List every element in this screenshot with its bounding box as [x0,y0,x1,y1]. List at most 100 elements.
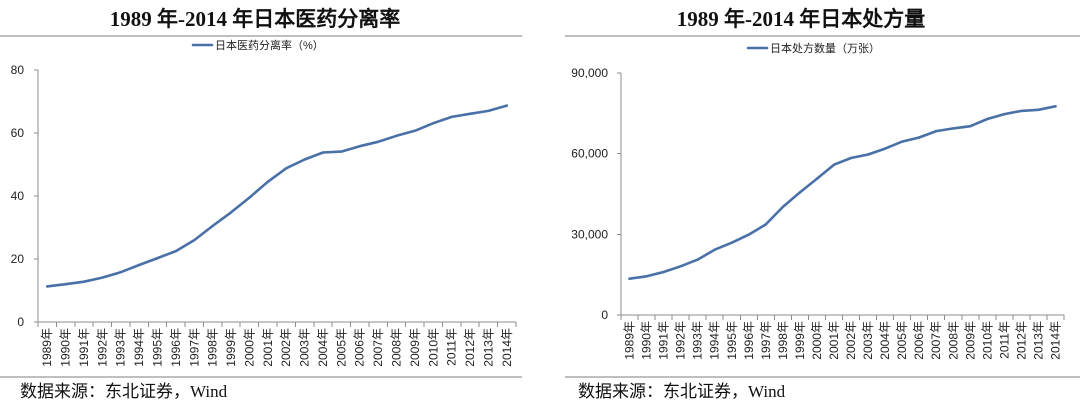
data-point [340,150,343,153]
x-tick-label: 2008年 [946,321,960,360]
x-tick-label: 2001年 [827,321,841,360]
x-tick-label: 1989年 [40,328,54,367]
x-tick-label: 2000年 [242,328,256,367]
y-tick-label: 60,000 [571,147,608,161]
data-point [1020,109,1023,113]
data-point [696,258,699,261]
data-point [432,122,435,125]
x-tick-label: 2009年 [963,321,977,360]
y-tick-label: 60 [11,126,25,140]
data-point [266,180,269,183]
data-point [645,275,648,278]
x-tick-label: 2012年 [463,328,477,367]
data-point [764,223,767,226]
x-tick-label: 1997年 [187,328,201,367]
x-tick-label: 1995年 [151,328,165,367]
data-point [137,263,141,267]
data-point [866,153,870,156]
y-tick-label: 0 [601,308,608,322]
data-point [662,270,665,274]
x-tick-label: 2007年 [371,328,385,367]
legend: 日本医药分离率（%） [191,38,324,52]
x-tick-label: 1993年 [691,321,705,360]
x-tick-label: 2005年 [895,321,909,360]
x-tick-label: 1998年 [206,328,220,367]
x-tick-label: 2010年 [980,321,994,360]
legend: 日本处方数量（万张） [746,41,880,55]
data-point [229,211,233,214]
x-tick-label: 2013年 [1031,321,1045,360]
x-tick-label: 1996年 [742,321,756,360]
data-point [918,136,921,139]
x-tick-label: 2000年 [810,321,824,360]
legend-label: 日本医药分离率（%） [215,38,324,52]
data-point [487,109,490,113]
data-point [376,140,380,143]
x-tick-label: 1999年 [793,321,807,360]
x-tick-label: 1996年 [169,328,183,367]
chart-title: 1989 年-2014 年日本医药分离率 [110,7,401,31]
data-point [713,248,716,251]
x-tick-label: 2004年 [316,328,330,367]
data-point [211,224,214,228]
y-tick-label: 40 [11,189,25,203]
data-point [1054,105,1057,108]
x-tick-label: 1994年 [132,328,146,367]
y-tick-label: 20 [11,252,25,266]
x-tick-label: 2002年 [279,328,293,367]
x-tick-label: 2004年 [878,321,892,360]
x-tick-label: 1990年 [640,321,654,360]
data-point [82,280,86,283]
source-note: 数据来源：东北证券，Wind [20,382,228,401]
chart-prescription-volume: 1989 年-2014 年日本处方量 日本处方数量（万张） 0 30,000 60,… [565,7,1080,401]
x-tick-label: 1997年 [759,321,773,360]
x-tick-label: 2003年 [861,321,875,360]
y-tick-label: 0 [17,315,24,329]
x-tick-label: 1998年 [776,321,790,360]
y-tick-label: 30,000 [571,227,608,241]
source-note: 数据来源：东北证券，Wind [578,382,786,401]
x-tick-label: 1992年 [95,328,109,367]
x-tick-label: 2014年 [1049,321,1063,360]
data-point [969,125,972,128]
data-point [46,285,49,288]
data-point [1003,112,1006,116]
data-point [193,238,196,242]
x-tick-label: 2011年 [997,321,1011,359]
data-point [174,249,178,253]
x-tick-label: 1989年 [623,321,637,360]
data-point [321,151,325,154]
chart-title: 1989 年-2014 年日本处方量 [677,7,926,31]
data-point [900,140,904,143]
data-point [303,158,306,161]
x-tick-label: 2013年 [481,328,495,367]
x-tick-label: 2001年 [261,328,275,367]
data-point [986,117,989,121]
data-point [248,196,251,199]
plot-area: 0 20 40 60 80 1989年 1990年 1991年 1992年 1993年 1994年 1… [11,63,517,367]
data-point [285,167,288,170]
data-point [358,145,361,148]
x-tick-label: 2010年 [426,328,440,367]
x-tick-label: 1993年 [114,328,128,367]
data-point [781,205,785,209]
x-tick-label: 1991年 [77,328,91,367]
x-tick-label: 1995年 [725,321,739,360]
data-point [395,134,398,137]
x-tick-label: 2003年 [298,328,312,367]
y-tick-label: 80 [11,63,25,77]
x-tick-label: 2005年 [334,328,348,367]
x-tick-label: 2014年 [500,328,514,367]
x-tick-label: 2011年 [445,328,459,366]
data-point [679,265,682,268]
data-point [815,177,819,180]
data-point [747,233,750,236]
data-point [413,129,417,132]
y-tick-label: 90,000 [571,66,608,80]
x-tick-label: 1991年 [657,321,671,360]
data-point [101,276,104,279]
x-tick-label: 1994年 [708,321,722,360]
x-tick-label: 2012年 [1014,321,1028,360]
data-point [832,163,836,166]
